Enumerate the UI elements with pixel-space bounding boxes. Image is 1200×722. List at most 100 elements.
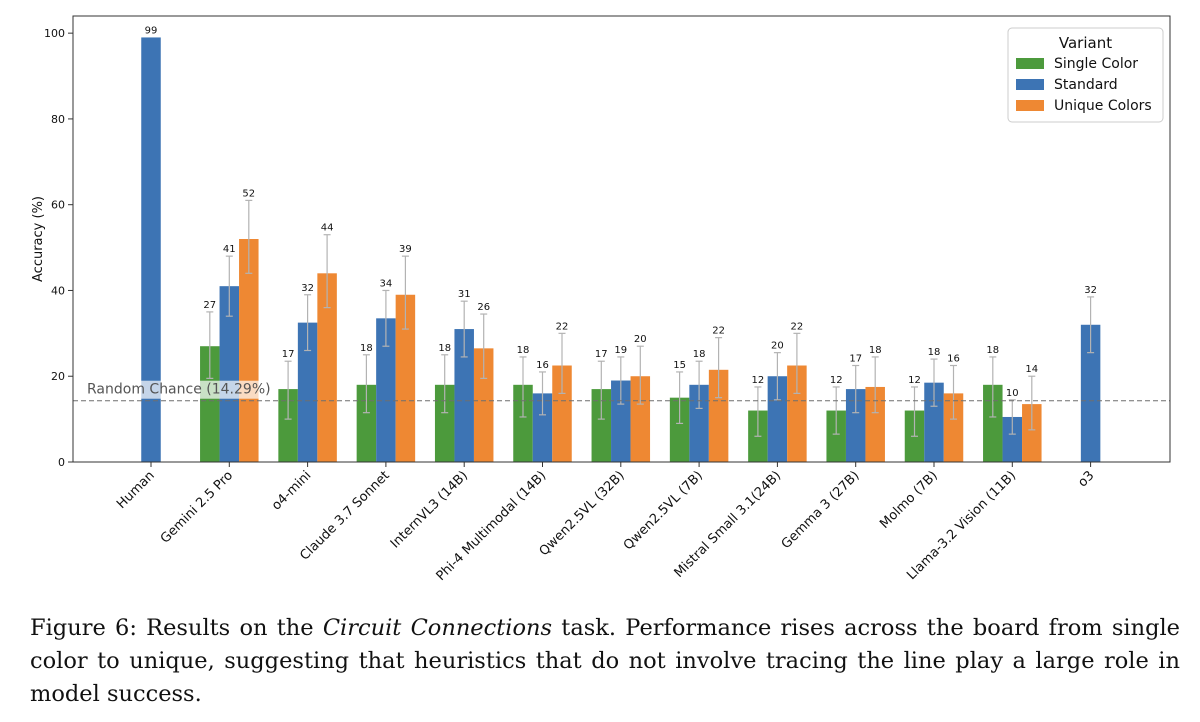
- error-bar: [558, 332, 566, 394]
- legend: Variant Single Color Standard Unique Colors: [1007, 27, 1164, 123]
- error-bar: [519, 356, 527, 418]
- x-tick-label: Qwen2.5VL (7B): [621, 468, 706, 553]
- bar: [943, 393, 964, 462]
- error-bar: [401, 255, 409, 330]
- error-bar: [245, 199, 253, 274]
- data-label: 20: [771, 341, 784, 352]
- legend-entry: Standard: [1054, 77, 1118, 93]
- data-label: 34: [380, 278, 393, 289]
- legend-swatch: [1016, 100, 1044, 111]
- legend-swatch: [1016, 79, 1044, 90]
- bar: [630, 376, 651, 462]
- x-tick-label: o3: [1075, 468, 1097, 490]
- error-bar: [323, 234, 331, 309]
- data-label: 15: [673, 360, 686, 371]
- error-bar: [225, 255, 233, 317]
- error-bar: [362, 354, 370, 414]
- error-bar: [304, 294, 312, 352]
- plot-frame: [72, 15, 1171, 463]
- x-tick-label: Human: [114, 468, 158, 512]
- data-label: 17: [282, 349, 295, 360]
- bar: [356, 384, 377, 462]
- data-label: 18: [928, 347, 941, 358]
- error-bar: [950, 364, 957, 420]
- error-bar: [206, 311, 214, 379]
- data-label: 18: [986, 345, 999, 356]
- data-label: 12: [752, 375, 765, 386]
- bar: [865, 386, 885, 462]
- bar: [983, 384, 1003, 462]
- data-label: 18: [517, 345, 530, 356]
- x-tick-label: o4-mini: [269, 468, 314, 513]
- y-tick-label: 100: [44, 27, 65, 40]
- bar: [376, 318, 396, 462]
- y-tick-label: 20: [51, 370, 65, 383]
- bar: [1002, 416, 1023, 462]
- data-label: 20: [634, 334, 647, 345]
- bar: [591, 389, 612, 462]
- data-label: 39: [399, 244, 412, 255]
- bar: [708, 369, 729, 462]
- caption-prefix: Figure 6: Results on the: [30, 615, 323, 641]
- error-bar: [1008, 399, 1016, 435]
- bar: [689, 384, 709, 462]
- error-bars-layer: [206, 199, 1095, 437]
- bar: [473, 348, 494, 462]
- bar: [141, 37, 161, 462]
- error-bar: [871, 356, 879, 414]
- data-label: 16: [947, 354, 960, 365]
- data-label: 18: [360, 343, 373, 354]
- error-bar: [773, 352, 781, 401]
- error-bar: [754, 386, 762, 437]
- error-bar: [382, 289, 390, 347]
- bar: [1080, 324, 1101, 462]
- data-label: 16: [536, 360, 549, 371]
- bar: [278, 389, 298, 462]
- data-label: 12: [908, 375, 921, 386]
- data-label: 44: [321, 223, 334, 234]
- y-tick-label: 0: [58, 456, 65, 469]
- x-tick-label: Molmo (7B): [877, 468, 941, 532]
- error-bar: [539, 371, 546, 416]
- figure-caption: Figure 6: Results on the Circuit Connect…: [30, 612, 1180, 711]
- caption-emphasis: Circuit Connections: [322, 615, 553, 641]
- data-label: 26: [477, 302, 490, 313]
- bar: [552, 365, 572, 462]
- error-bar: [1028, 375, 1036, 431]
- bar: [1022, 404, 1042, 462]
- data-label: 22: [712, 326, 725, 337]
- x-tick-label: Gemma 3 (27B): [779, 468, 863, 552]
- x-tick-label: Claude 3.7 Sonnet: [297, 468, 392, 563]
- data-label: 22: [791, 321, 804, 332]
- random-chance-label-bg: [85, 380, 273, 399]
- error-bar: [480, 313, 488, 379]
- data-label: 99: [145, 25, 158, 36]
- error-bar: [1087, 296, 1095, 354]
- error-bar: [832, 386, 840, 435]
- bar: [219, 286, 240, 462]
- legend-swatch: [1016, 58, 1044, 69]
- bar: [200, 346, 220, 462]
- bar: [845, 389, 866, 462]
- legend-title: Variant: [1059, 34, 1112, 52]
- bar: [924, 382, 944, 462]
- error-bar: [715, 337, 723, 399]
- x-tick-label: Gemini 2.5 Pro: [158, 468, 236, 546]
- random-chance-label: Random Chance (14.29%): [87, 382, 271, 398]
- bar: [787, 365, 807, 462]
- y-axis-label: Accuracy (%): [31, 196, 46, 282]
- y-tick-label: 40: [51, 284, 65, 297]
- bar: [395, 294, 416, 462]
- error-bar: [676, 371, 684, 425]
- x-tick-label: Qwen2.5VL (32B): [537, 468, 628, 559]
- legend-entry: Single Color: [1054, 56, 1138, 72]
- data-label: 27: [203, 300, 216, 311]
- bar: [297, 322, 318, 462]
- error-bar: [636, 345, 644, 405]
- bar: [454, 329, 474, 462]
- reference-line-group: Random Chance (14.29%): [73, 380, 1170, 402]
- data-label: 22: [556, 321, 569, 332]
- data-label: 17: [849, 354, 862, 365]
- error-bar: [930, 358, 938, 407]
- bar: [826, 410, 846, 462]
